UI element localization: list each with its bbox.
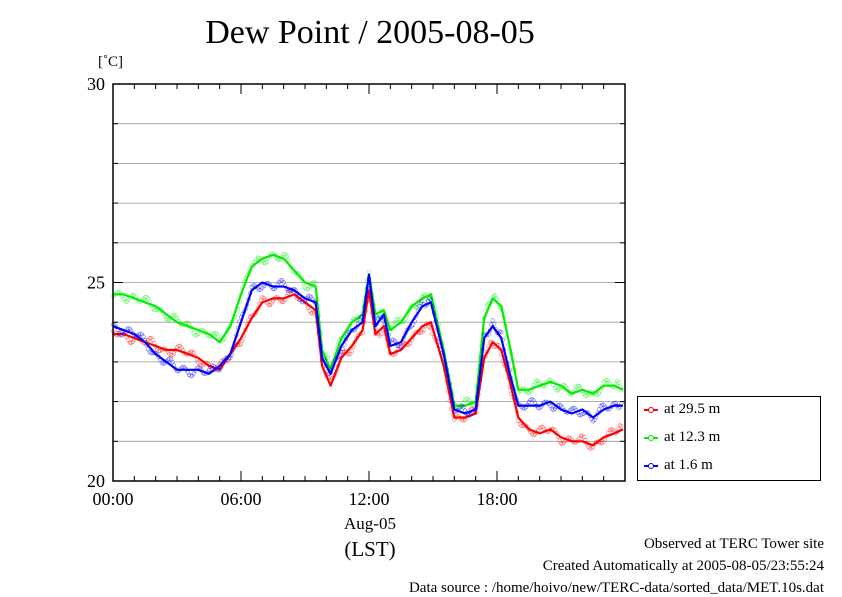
x-tick-label: 18:00 bbox=[476, 489, 517, 509]
series-point bbox=[492, 321, 497, 326]
series-point bbox=[170, 359, 175, 365]
series-point bbox=[228, 356, 233, 361]
series-point bbox=[168, 353, 173, 358]
legend-item-12-3m: at 12.3 m bbox=[644, 429, 720, 446]
legend-label-29-5m: at 29.5 m bbox=[664, 401, 721, 417]
series-point bbox=[519, 423, 524, 428]
series-point bbox=[278, 278, 283, 283]
legend-swatch-green bbox=[644, 434, 658, 441]
y-tick-label: 25 bbox=[87, 273, 105, 293]
series-point bbox=[493, 293, 498, 298]
series-point bbox=[281, 280, 286, 285]
axis-ticks: 20 25 30 00:00 06:00 12:00 18:00 bbox=[87, 74, 626, 509]
x-axis-unit-label: (LST) bbox=[344, 537, 396, 561]
legend-swatch-red bbox=[644, 406, 658, 413]
gridlines bbox=[113, 123, 625, 442]
series-point bbox=[421, 327, 426, 333]
series-point bbox=[464, 396, 469, 401]
x-tick-label: 06:00 bbox=[220, 489, 261, 509]
legend-label-1-6m: at 1.6 m bbox=[664, 457, 713, 473]
series-point bbox=[149, 351, 154, 356]
y-tick-label: 20 bbox=[87, 471, 105, 491]
chart-title: Dew Point / 2005-08-05 bbox=[205, 14, 535, 51]
legend-label-12-3m: at 12.3 m bbox=[664, 429, 721, 445]
x-tick-label: 00:00 bbox=[92, 489, 133, 509]
series-point bbox=[398, 344, 404, 349]
series-point bbox=[216, 334, 221, 339]
legend: at 29.5 m at 12.3 m at 1.6 m bbox=[637, 396, 821, 481]
series-point bbox=[417, 304, 422, 309]
series-point bbox=[257, 287, 262, 293]
series-1 bbox=[110, 251, 624, 411]
series-point bbox=[141, 334, 146, 339]
series-point bbox=[615, 379, 620, 384]
series-point bbox=[490, 318, 495, 323]
series-point bbox=[349, 349, 355, 354]
series-point bbox=[238, 341, 244, 347]
series-layer bbox=[110, 251, 624, 451]
series-point bbox=[616, 380, 621, 385]
footer-observed: Observed at TERC Tower site bbox=[643, 536, 824, 552]
series-point bbox=[499, 329, 504, 335]
series-point bbox=[313, 281, 318, 286]
series-point bbox=[603, 437, 608, 442]
series-2 bbox=[110, 273, 624, 424]
series-point bbox=[598, 440, 603, 446]
legend-item-1-6m: at 1.6 m bbox=[644, 457, 713, 474]
series-line bbox=[112, 273, 623, 419]
series-point bbox=[492, 293, 497, 298]
footer-source: Data source : /home/hoivo/new/TERC-data/… bbox=[408, 580, 824, 596]
series-line bbox=[113, 289, 624, 447]
series-point bbox=[209, 363, 215, 368]
series-point bbox=[492, 344, 497, 349]
footer-created: Created Automatically at 2005-08-05/23:5… bbox=[542, 558, 824, 574]
series-point bbox=[286, 257, 291, 262]
legend-item-29-5m: at 29.5 m bbox=[644, 401, 720, 418]
y-axis-unit-label: [˚C] bbox=[98, 54, 123, 70]
series-point bbox=[176, 343, 181, 348]
x-axis-date-label: Aug-05 bbox=[344, 514, 396, 533]
series-point bbox=[152, 308, 157, 313]
series-point bbox=[494, 296, 500, 302]
series-point bbox=[599, 402, 605, 407]
x-tick-label: 12:00 bbox=[348, 489, 389, 509]
series-point bbox=[309, 311, 314, 316]
series-point bbox=[225, 355, 230, 360]
series-point bbox=[280, 299, 285, 305]
series-point bbox=[619, 424, 624, 429]
series-point bbox=[284, 253, 289, 259]
series-point bbox=[421, 292, 426, 297]
series-point bbox=[240, 338, 245, 343]
series-point bbox=[366, 269, 372, 274]
series-point bbox=[603, 378, 608, 383]
legend-swatch-blue bbox=[644, 462, 658, 469]
series-point bbox=[379, 332, 384, 337]
y-tick-label: 30 bbox=[87, 74, 105, 94]
